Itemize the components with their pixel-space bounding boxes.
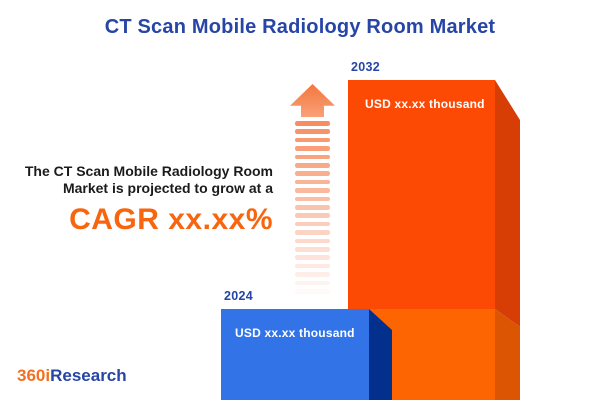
bar-2024: 2024 USD xx.xx thousand (221, 289, 392, 400)
brand-logo: 360iResearch (17, 366, 127, 386)
bar-2024-value-label: USD xx.xx thousand (235, 326, 355, 340)
arrow-stripe (295, 171, 330, 176)
arrow-stripe (295, 280, 330, 286)
arrow-stripes (295, 121, 330, 299)
annotation-line-2: Market is projected to grow at a (62, 180, 273, 196)
annotation-line-1: The CT Scan Mobile Radiology Room (24, 163, 273, 179)
bar-2032-value-label: USD xx.xx thousand (365, 97, 485, 111)
arrow-stripe (295, 154, 330, 160)
arrow-stripe (295, 238, 330, 244)
logo-360i: 360i (17, 366, 51, 385)
bar-2032-year-label: 2032 (351, 60, 381, 74)
cagr-value: CAGR xx.xx% (69, 203, 273, 236)
arrow-stripe (295, 196, 330, 202)
bar-2024-year-label: 2024 (224, 289, 254, 303)
arrow-stripe (295, 255, 330, 260)
arrow-stripe (295, 289, 330, 294)
arrow-stripe (295, 272, 330, 277)
bar-2032-side-upper (495, 80, 520, 327)
arrow-stripe (295, 137, 330, 143)
arrow-stripe (295, 179, 330, 185)
page-title: CT Scan Mobile Radiology Room Market (104, 16, 496, 38)
bar-2032-front-upper: USD xx.xx thousand (348, 80, 495, 309)
arrow-stripe (295, 188, 330, 193)
arrow-stripe (295, 205, 330, 210)
arrow-stripe (295, 230, 330, 235)
bar-2024-front: USD xx.xx thousand (221, 309, 369, 400)
arrow-stripe (295, 263, 330, 269)
growth-arrow-icon (290, 84, 335, 117)
arrow-stripe (295, 129, 330, 134)
arrow-stripe (295, 247, 330, 252)
arrow-stripe (295, 221, 330, 227)
bar-2024-side (369, 309, 392, 400)
arrow-stripe (295, 121, 330, 126)
logo-research: Research (50, 366, 127, 385)
arrow-stripe (295, 146, 330, 151)
growth-annotation: The CT Scan Mobile Radiology Room Market… (25, 163, 273, 237)
arrow-stripe (295, 213, 330, 218)
bar-2032-side-lower (495, 309, 520, 400)
arrow-stripe (295, 163, 330, 168)
